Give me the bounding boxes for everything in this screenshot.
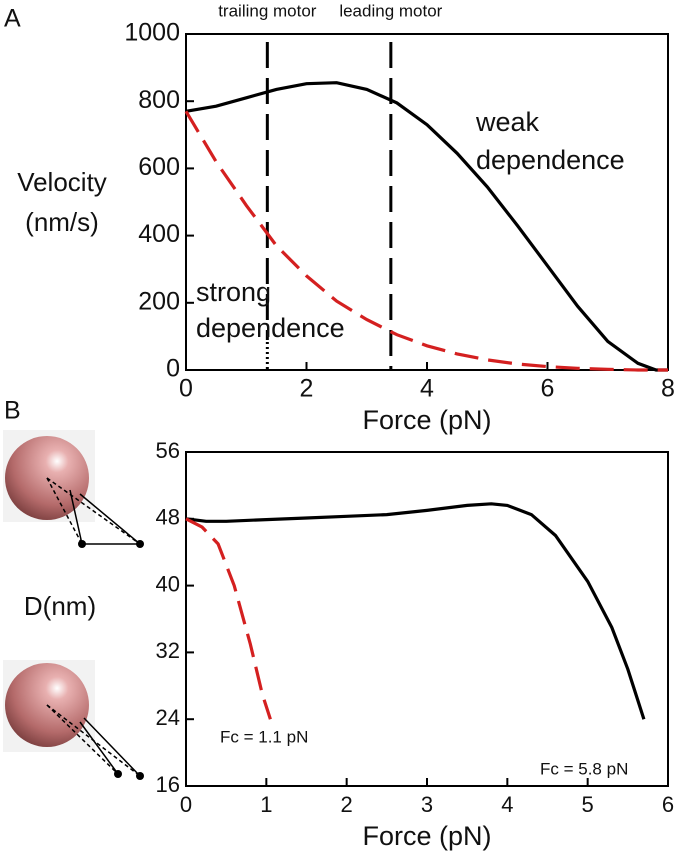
annotation: dependence — [476, 145, 625, 175]
x-tick-label: 5 — [582, 792, 594, 817]
x-tick-label: 0 — [180, 792, 192, 817]
marker-label: trailing motor — [218, 1, 317, 20]
series-line — [185, 81, 668, 372]
y-tick-label: 0 — [166, 355, 180, 383]
bead-illustration-bottom — [3, 660, 144, 780]
y-tick-label: 32 — [156, 638, 180, 663]
annotation: weak — [475, 107, 540, 137]
y-tick-label: 16 — [156, 772, 180, 797]
series-line — [185, 502, 646, 720]
y-tick-label: 1000 — [124, 19, 180, 47]
x-axis-label: Force (pN) — [362, 405, 491, 435]
annotation: dependence — [196, 313, 345, 343]
y-axis-label: Velocity — [17, 167, 107, 197]
annotation: Fc = 1.1 pN — [220, 727, 308, 746]
y-tick-label: 24 — [156, 705, 180, 730]
y-tick-label: 800 — [138, 86, 180, 114]
y-axis-label: (nm/s) — [25, 207, 99, 237]
y-tick-label: 400 — [138, 220, 180, 248]
y-axis-label: D(nm) — [24, 591, 96, 621]
x-axis-label: Force (pN) — [362, 821, 491, 851]
series-line — [184, 110, 668, 372]
x-tick-label: 0 — [179, 375, 193, 403]
panel-label: A — [4, 5, 21, 33]
bead-illustration-top — [3, 430, 144, 548]
x-tick-label: 8 — [661, 375, 675, 403]
x-tick-label: 6 — [541, 375, 555, 403]
y-tick-label: 40 — [156, 571, 180, 596]
annotation: Fc = 5.8 pN — [540, 759, 628, 778]
y-tick-label: 56 — [156, 438, 180, 463]
x-tick-label: 3 — [421, 792, 433, 817]
x-tick-label: 2 — [341, 792, 353, 817]
marker-label: leading motor — [339, 1, 442, 20]
x-tick-label: 1 — [260, 792, 272, 817]
y-tick-label: 48 — [156, 505, 180, 530]
series-line — [185, 517, 272, 720]
x-tick-label: 4 — [501, 792, 513, 817]
x-tick-label: 4 — [420, 375, 434, 403]
y-tick-label: 600 — [138, 153, 180, 181]
x-tick-label: 6 — [662, 792, 674, 817]
annotation: strong — [196, 277, 271, 307]
y-tick-label: 200 — [138, 287, 180, 315]
panel-label: B — [4, 397, 21, 425]
x-tick-label: 2 — [300, 375, 314, 403]
